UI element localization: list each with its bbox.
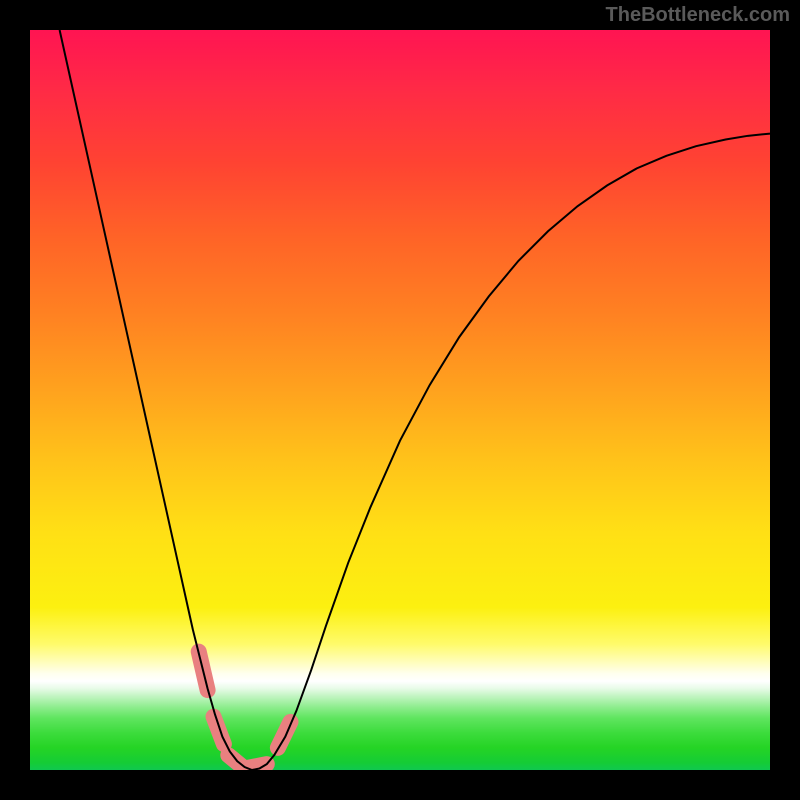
- marker-segment: [278, 722, 291, 748]
- source-watermark: TheBottleneck.com: [606, 4, 790, 27]
- bottleneck-gradient-plot: [30, 30, 770, 770]
- marker-segment: [214, 717, 224, 744]
- bottleneck-curve-svg: [30, 30, 770, 770]
- bottleneck-curve: [60, 30, 770, 770]
